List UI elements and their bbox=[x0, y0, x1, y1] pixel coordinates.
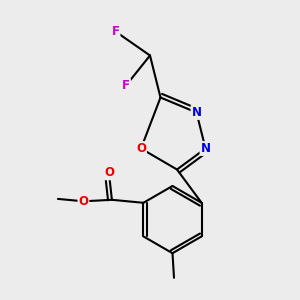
Text: O: O bbox=[78, 195, 88, 208]
Text: N: N bbox=[200, 142, 211, 155]
Text: N: N bbox=[191, 106, 202, 119]
Text: O: O bbox=[136, 142, 146, 155]
Text: F: F bbox=[112, 25, 119, 38]
Text: F: F bbox=[122, 79, 130, 92]
Text: O: O bbox=[104, 166, 114, 179]
